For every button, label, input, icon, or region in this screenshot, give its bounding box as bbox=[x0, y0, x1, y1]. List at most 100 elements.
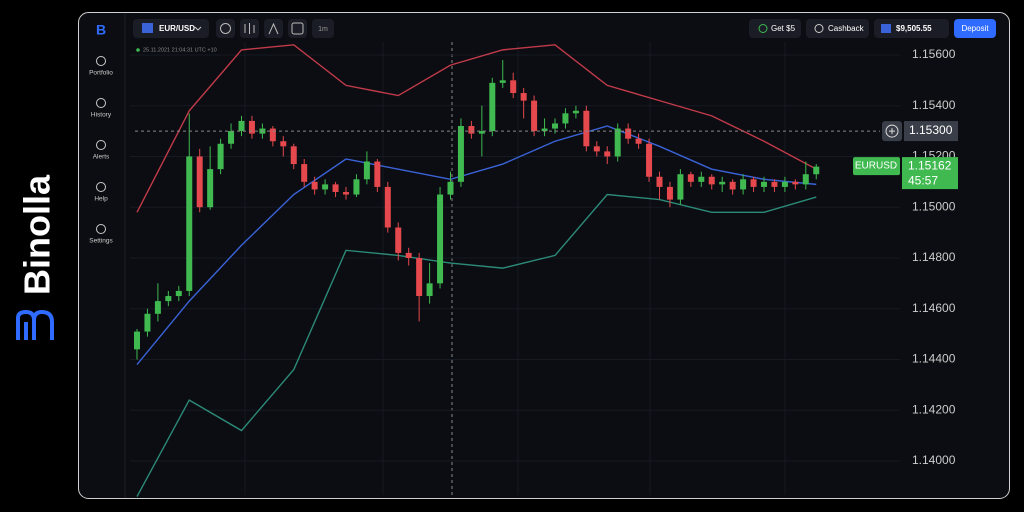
candle-body bbox=[489, 82, 496, 132]
candle-body bbox=[614, 128, 621, 157]
sidebar-icon[interactable] bbox=[96, 98, 106, 108]
candle-body bbox=[583, 110, 590, 147]
deposit-text: Deposit bbox=[961, 24, 989, 33]
candle-body bbox=[698, 176, 705, 182]
sidebar-label: Help bbox=[94, 196, 108, 203]
balance-button[interactable] bbox=[874, 19, 949, 38]
bonus-button[interactable] bbox=[749, 19, 801, 38]
candle-body bbox=[269, 128, 276, 142]
candle-body bbox=[301, 164, 308, 182]
y-tick-label: 1.14200 bbox=[912, 402, 956, 416]
candle-body bbox=[426, 283, 433, 297]
y-tick-label: 1.14600 bbox=[912, 301, 956, 315]
info-icon bbox=[220, 23, 231, 34]
candle-body bbox=[196, 156, 203, 208]
current-price: 1.15162 bbox=[908, 158, 952, 172]
candle-body bbox=[154, 301, 161, 314]
y-tick-label: 1.14000 bbox=[912, 453, 956, 467]
timeframe: 1m bbox=[318, 26, 328, 33]
candle-body bbox=[311, 181, 318, 190]
account-flag bbox=[881, 24, 891, 33]
candle-body bbox=[322, 184, 329, 190]
candle-body bbox=[374, 161, 381, 187]
candle-body bbox=[604, 151, 611, 157]
candle-body bbox=[531, 100, 538, 132]
sidebar-label: History bbox=[91, 112, 112, 119]
candle-body bbox=[478, 131, 485, 134]
candle-body bbox=[656, 176, 663, 187]
candle-body bbox=[781, 181, 788, 187]
indicators-icon bbox=[244, 23, 255, 34]
band-line bbox=[136, 125, 817, 366]
candle-body bbox=[248, 120, 255, 134]
y-tick-label: 1.15600 bbox=[912, 47, 956, 61]
candle-body bbox=[175, 290, 182, 297]
candle-body bbox=[499, 80, 506, 83]
candle-body bbox=[552, 123, 558, 129]
band-line bbox=[136, 193, 817, 497]
deposit-button[interactable] bbox=[954, 19, 996, 38]
brand-name: Binolla bbox=[17, 174, 58, 295]
candle-body bbox=[750, 179, 757, 187]
cashback-icon bbox=[814, 24, 824, 33]
candle-body bbox=[666, 186, 673, 200]
candle-body bbox=[646, 143, 653, 177]
band-line bbox=[136, 44, 817, 213]
crosshair-label-box bbox=[904, 121, 958, 142]
candle-body bbox=[635, 138, 642, 144]
candle-body bbox=[144, 313, 151, 332]
vertical-grid bbox=[244, 42, 786, 495]
drawing-button[interactable] bbox=[264, 19, 283, 38]
sidebar-icon[interactable] bbox=[96, 56, 106, 66]
candle-body bbox=[771, 181, 778, 187]
screenshot-icon bbox=[291, 22, 304, 35]
candle-timer: 45:57 bbox=[908, 173, 938, 187]
candle-body bbox=[792, 181, 799, 185]
timeframe-button[interactable] bbox=[312, 19, 334, 38]
y-tick-label: 1.15000 bbox=[912, 199, 956, 213]
candle-body bbox=[238, 120, 245, 132]
candle-body bbox=[719, 181, 726, 185]
status-dot bbox=[136, 48, 140, 52]
candle-body bbox=[457, 126, 464, 182]
candle-body bbox=[217, 143, 224, 170]
bonus-text: Get $5 bbox=[771, 24, 796, 33]
candle-body bbox=[541, 128, 548, 132]
timestamp: 25.11.2021 21:04:31 UTC +10 bbox=[143, 47, 217, 53]
cashback-text: Cashback bbox=[828, 24, 865, 33]
chart: 1.156001.154001.152001.150001.148001.146… bbox=[130, 44, 958, 497]
screenshot-button[interactable] bbox=[288, 19, 307, 38]
candle-body bbox=[593, 146, 600, 152]
candle-body bbox=[761, 181, 767, 187]
cashback-button[interactable] bbox=[806, 19, 869, 38]
sidebar-label: Alerts bbox=[93, 154, 110, 161]
crosshair-label: 1.15300 bbox=[909, 123, 953, 137]
y-tick-label: 1.14400 bbox=[912, 352, 956, 366]
y-tick-label: 1.14800 bbox=[912, 250, 956, 264]
flag-icon bbox=[142, 23, 153, 33]
sidebar-icon[interactable] bbox=[96, 140, 106, 150]
candle-body bbox=[708, 176, 715, 185]
sidebar-icon[interactable] bbox=[96, 224, 106, 234]
candle-body bbox=[687, 174, 694, 182]
candle-body bbox=[186, 156, 193, 291]
candle-body bbox=[447, 181, 454, 195]
candle-body bbox=[437, 194, 444, 284]
candle-body bbox=[363, 161, 370, 180]
price-box bbox=[902, 157, 958, 190]
sidebar-icon[interactable] bbox=[96, 182, 106, 192]
add-icon bbox=[885, 124, 899, 138]
candle-body bbox=[802, 174, 809, 185]
candle-body bbox=[134, 331, 140, 350]
candle-body bbox=[207, 169, 214, 208]
candle-body bbox=[228, 131, 235, 144]
info-button[interactable] bbox=[216, 19, 235, 38]
candle-body bbox=[405, 252, 412, 258]
candle-body bbox=[468, 126, 475, 134]
candle-body bbox=[677, 174, 684, 200]
sidebar-logo: B bbox=[96, 22, 106, 38]
topbar: EUR/USD 1m Get $5 Cashback $9,505.55 Dep… bbox=[133, 19, 996, 38]
sidebar: Portfolio History Alerts Help Settings bbox=[89, 56, 113, 245]
